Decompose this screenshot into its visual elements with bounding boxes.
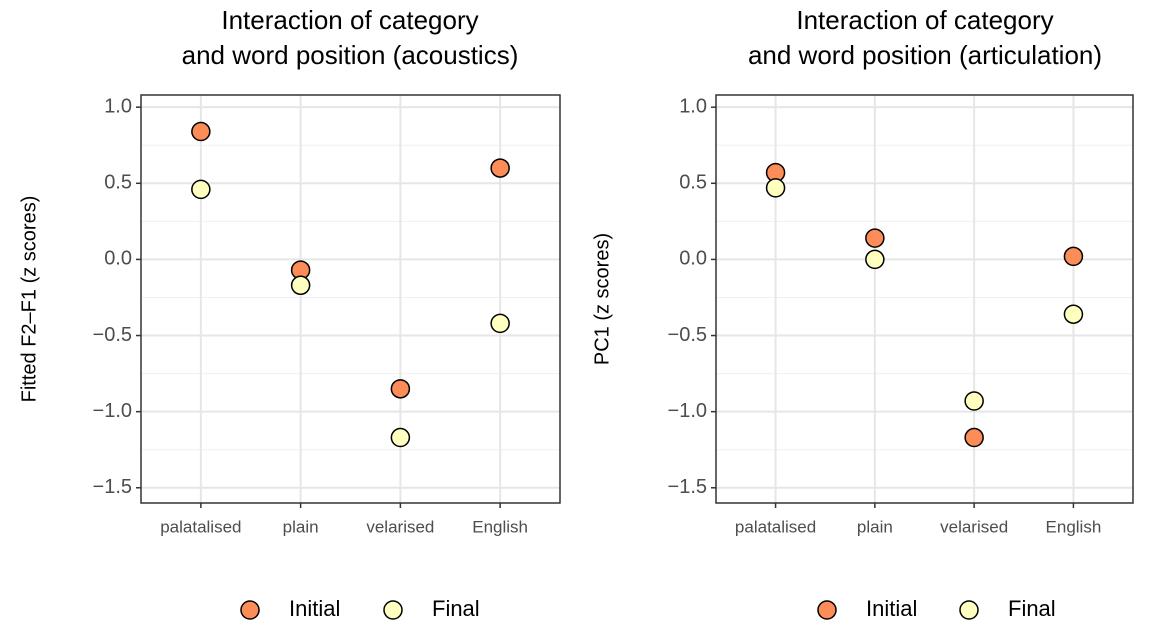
- point: [191, 121, 211, 142]
- y-tick-label: −0.5: [668, 324, 707, 346]
- legend-label: Initial: [289, 596, 340, 621]
- plot-border: [715, 94, 1134, 504]
- y-tick-label: 0.0: [104, 248, 132, 270]
- legend-label: Final: [432, 596, 480, 621]
- legend-key: [240, 600, 260, 620]
- legend-label: Initial: [866, 596, 917, 621]
- point: [390, 427, 411, 448]
- x-tick-label: velarised: [940, 517, 1008, 536]
- chart-title: Interaction of category: [796, 5, 1053, 35]
- point: [191, 179, 211, 200]
- point: [765, 178, 786, 198]
- legend-label: Final: [1008, 596, 1056, 621]
- point: [964, 391, 984, 411]
- y-axis-label: Fitted F2–F1 (z scores): [18, 196, 40, 403]
- x-tick-label: plain: [857, 517, 893, 536]
- y-tick-label: −1.0: [668, 400, 707, 422]
- point: [390, 379, 411, 399]
- legend-key: [383, 600, 403, 620]
- legend-key: [959, 600, 979, 620]
- point: [490, 158, 510, 178]
- point: [964, 427, 984, 448]
- chart-title: Interaction of category: [221, 5, 478, 35]
- chart-title: and word position (acoustics): [182, 40, 519, 70]
- chart-title: and word position (articulation): [748, 40, 1102, 70]
- legend-key: [817, 600, 837, 620]
- y-tick-label: −1.5: [668, 476, 707, 498]
- y-tick-label: 0.5: [104, 172, 132, 194]
- y-tick-label: 0.0: [679, 248, 707, 270]
- x-tick-label: English: [1046, 517, 1102, 536]
- plot-background: [141, 95, 560, 503]
- point: [865, 249, 885, 270]
- x-tick-label: palatalised: [160, 517, 241, 536]
- plot-background: [716, 95, 1133, 503]
- x-tick-label: English: [472, 517, 528, 536]
- point: [290, 275, 311, 296]
- x-tick-label: plain: [283, 517, 319, 536]
- x-tick-label: palatalised: [735, 517, 816, 536]
- y-tick-label: 1.0: [679, 95, 707, 117]
- y-tick-label: −0.5: [93, 324, 132, 346]
- x-tick-label: velarised: [366, 517, 434, 536]
- y-tick-label: −1.0: [93, 400, 132, 422]
- plot-border: [140, 94, 561, 504]
- y-tick-label: −1.5: [93, 476, 132, 498]
- point: [1063, 246, 1084, 267]
- point: [1063, 304, 1084, 324]
- y-tick-label: 1.0: [104, 95, 132, 117]
- point: [490, 313, 510, 334]
- y-tick-label: 0.5: [679, 172, 707, 194]
- y-axis-label: PC1 (z scores): [591, 233, 613, 365]
- point: [865, 228, 885, 248]
